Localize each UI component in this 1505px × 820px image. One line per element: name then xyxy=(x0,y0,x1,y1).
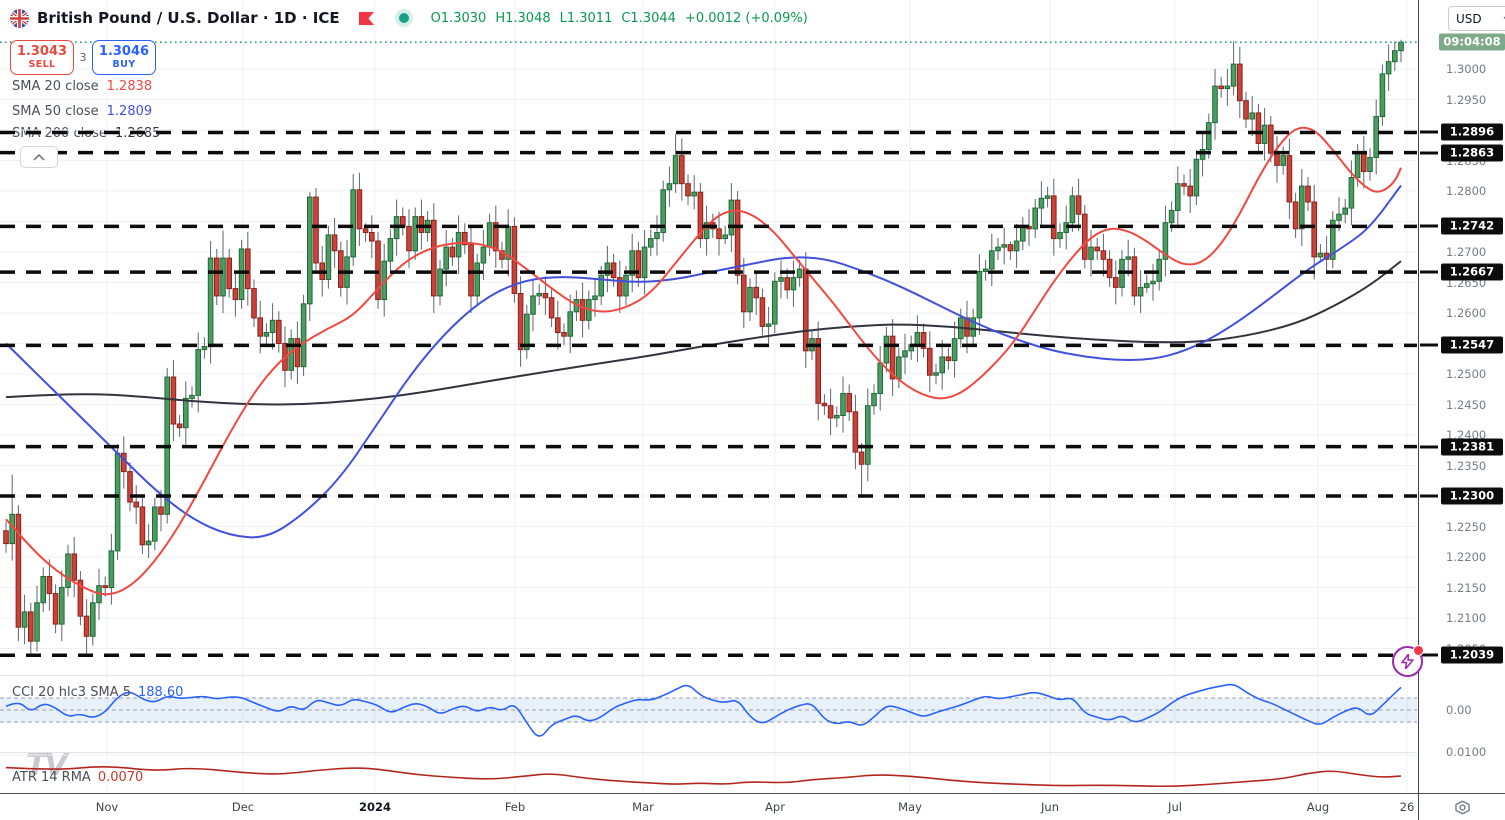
time-axis-label: Apr xyxy=(765,800,785,814)
sma-50-value: 1.2809 xyxy=(106,104,153,119)
price-level-badge: 1.2039 xyxy=(1441,646,1503,664)
price-level-badge: 1.2896 xyxy=(1441,123,1503,141)
spread-value: 3 xyxy=(76,51,90,64)
uk-flag-icon xyxy=(10,8,29,28)
price-tick-label: 1.2450 xyxy=(1446,397,1487,412)
currency-select[interactable]: USD xyxy=(1448,6,1505,31)
time-axis[interactable]: Nov Dec 2024 Feb Mar Apr May Jun Jul Aug 26 xyxy=(0,793,1505,820)
change-value: +0.0012 (+0.09%) xyxy=(684,10,808,26)
cci-value: 188.60 xyxy=(137,685,184,700)
cci-pane xyxy=(0,697,1417,723)
cci-line[interactable] xyxy=(5,683,1402,737)
time-axis-label: Nov xyxy=(95,800,119,814)
sell-label: SELL xyxy=(28,58,56,70)
price-tick-label: 1.2500 xyxy=(1446,367,1487,381)
high-value: H1.3048 xyxy=(495,10,551,26)
trade-panel: 1.3043 SELL 3 1.3046 BUY xyxy=(10,40,156,75)
buy-price: 1.3046 xyxy=(98,43,150,59)
buy-label: BUY xyxy=(112,58,136,70)
candlesticks xyxy=(3,39,1404,655)
settings-gear-icon[interactable] xyxy=(1454,799,1471,816)
level-axis-tick xyxy=(1420,151,1438,155)
alert-button[interactable] xyxy=(1392,645,1424,677)
price-tick-label: 1.2350 xyxy=(1446,458,1487,473)
level-axis-tick xyxy=(1420,653,1438,657)
price-tick-label: 1.3000 xyxy=(1446,62,1487,76)
support-resistance-levels[interactable] xyxy=(0,130,1417,657)
time-axis-label: Feb xyxy=(504,800,526,814)
price-level-badge: 1.2863 xyxy=(1441,144,1503,162)
price-axis[interactable]: USD 09:04:08 1.30001.29501.28501.28001.2… xyxy=(1418,0,1505,793)
time-axis-label: Jul xyxy=(1168,800,1182,814)
sma-50-label: SMA 50 close xyxy=(12,104,99,119)
symbol-title[interactable]: British Pound / U.S. Dollar · 1D · ICE xyxy=(37,9,340,27)
sell-price: 1.3043 xyxy=(16,43,68,59)
sma-20-value: 1.2838 xyxy=(106,79,153,94)
time-axis-label: Mar xyxy=(632,800,654,814)
low-value: L1.3011 xyxy=(559,10,613,26)
cci-legend[interactable]: CCI 20 hlc3 SMA 5 188.60 xyxy=(12,685,183,700)
time-axis-label: May xyxy=(898,800,922,814)
time-axis-label: Jun xyxy=(1041,800,1059,814)
price-level-badge: 1.2381 xyxy=(1441,438,1503,456)
legend-sma-50[interactable]: SMA 50 close 1.2809 xyxy=(12,104,152,119)
sma-50-line[interactable] xyxy=(5,184,1402,539)
currency-label: USD xyxy=(1456,11,1482,26)
symbol-header: British Pound / U.S. Dollar · 1D · ICE O… xyxy=(10,6,808,30)
level-axis-tick xyxy=(1420,494,1438,498)
sma-200-line[interactable] xyxy=(5,260,1402,406)
chevron-up-icon xyxy=(33,153,45,161)
atr-label: ATR 14 RMA xyxy=(12,770,91,785)
bar-countdown-badge: 09:04:08 xyxy=(1439,33,1505,51)
ohlc-readout: O1.3030 H1.3048 L1.3011 C1.3044 +0.0012 … xyxy=(431,11,808,26)
price-tick-label: 1.2200 xyxy=(1446,550,1487,564)
price-level-badge: 1.2667 xyxy=(1441,263,1503,281)
price-tick-label: 1.2800 xyxy=(1446,184,1487,198)
atr-axis-label: 0.0100 xyxy=(1446,745,1487,759)
tradingview-watermark: TV xyxy=(26,748,68,783)
atr-value: 0.0070 xyxy=(97,770,144,785)
time-axis-label: 26 xyxy=(1399,800,1415,814)
flag-bookmark-icon[interactable] xyxy=(358,11,375,26)
time-axis-label: Dec xyxy=(231,800,255,814)
level-axis-tick xyxy=(1420,270,1438,274)
open-value: O1.3030 xyxy=(430,10,487,26)
time-axis-label: Aug xyxy=(1306,800,1330,814)
market-status-icon[interactable] xyxy=(398,13,409,23)
cci-axis-label: 0.00 xyxy=(1446,703,1472,717)
price-level-badge: 1.2300 xyxy=(1441,487,1503,505)
level-axis-tick xyxy=(1420,343,1438,347)
level-axis-tick xyxy=(1420,224,1438,228)
level-axis-tick xyxy=(1420,445,1438,449)
atr-line[interactable] xyxy=(5,766,1402,788)
lightning-icon xyxy=(1401,654,1414,669)
price-tick-label: 1.2600 xyxy=(1446,306,1487,320)
time-axis-label: 2024 xyxy=(358,800,392,814)
alert-notification-dot xyxy=(1413,645,1424,656)
gridlines xyxy=(0,0,1417,792)
sma-20-line[interactable] xyxy=(5,126,1402,596)
axis-corner xyxy=(1418,794,1505,820)
price-tick-label: 1.2150 xyxy=(1446,580,1487,595)
price-level-badge: 1.2547 xyxy=(1441,336,1503,354)
collapse-legend-button[interactable] xyxy=(20,146,58,168)
price-tick-label: 1.2250 xyxy=(1446,519,1487,534)
price-tick-label: 1.2700 xyxy=(1446,245,1487,259)
price-tick-label: 1.2100 xyxy=(1446,611,1487,625)
atr-legend[interactable]: ATR 14 RMA 0.0070 xyxy=(12,770,143,785)
legend-sma-20[interactable]: SMA 20 close 1.2838 xyxy=(12,79,152,94)
sell-button[interactable]: 1.3043 SELL xyxy=(10,40,74,75)
price-tick-label: 1.2950 xyxy=(1446,92,1487,107)
close-value: C1.3044 xyxy=(621,10,676,26)
price-level-badge: 1.2742 xyxy=(1441,217,1503,235)
buy-button[interactable]: 1.3046 BUY xyxy=(92,40,156,75)
sma-20-label: SMA 20 close xyxy=(12,79,99,94)
cci-label: CCI 20 hlc3 SMA 5 xyxy=(12,685,131,700)
level-axis-tick xyxy=(1420,130,1438,134)
